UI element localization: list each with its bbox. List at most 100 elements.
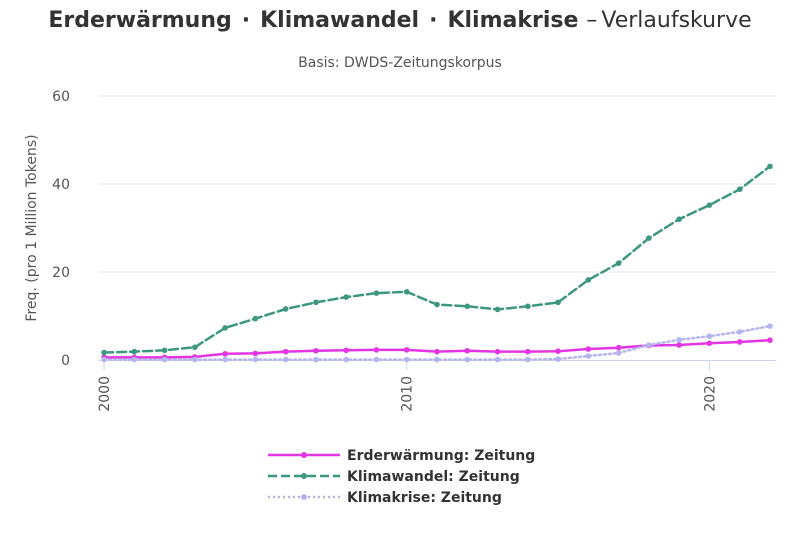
legend-item[interactable]: Klimawandel: Zeitung <box>268 469 520 485</box>
data-point[interactable] <box>313 299 319 306</box>
data-point[interactable] <box>676 342 682 348</box>
data-point[interactable] <box>282 356 289 363</box>
data-point[interactable] <box>252 315 259 322</box>
data-point[interactable] <box>434 356 440 363</box>
data-point[interactable] <box>161 356 168 363</box>
data-point[interactable] <box>525 348 531 355</box>
data-point[interactable] <box>706 202 713 208</box>
data-point[interactable] <box>615 344 622 351</box>
legend-marker <box>301 452 307 458</box>
legend[interactable]: Erderwärmung: Zeitung Klimawandel: Zeitun… <box>268 448 535 506</box>
data-point[interactable] <box>252 350 259 357</box>
data-point[interactable] <box>585 346 592 352</box>
series-line <box>102 338 772 359</box>
data-point[interactable] <box>373 347 380 353</box>
data-point[interactable] <box>192 344 198 351</box>
title-separator-1: · <box>241 8 251 33</box>
data-point[interactable] <box>585 353 592 359</box>
data-point[interactable] <box>676 216 682 222</box>
series-group <box>101 163 773 363</box>
data-point[interactable] <box>192 356 198 363</box>
y-axis-label: Freq. (pro 1 Million Tokens) <box>24 134 40 321</box>
data-point[interactable] <box>555 348 561 355</box>
data-point[interactable] <box>767 163 773 170</box>
chart-title: Erderwärmung · Klimawandel · Klimakrise – Verl… <box>0 8 800 33</box>
legend-item[interactable]: Erderwärmung: Zeitung <box>268 448 535 464</box>
data-point[interactable] <box>313 347 319 354</box>
data-point[interactable] <box>101 349 107 356</box>
title-dash: – <box>586 8 598 33</box>
data-point[interactable] <box>131 356 138 363</box>
data-point[interactable] <box>494 348 501 355</box>
x-tick-label: 2020 <box>702 376 718 412</box>
title-term-1: Erderwärmung <box>48 8 232 33</box>
legend-label: Klimakrise: Zeitung <box>347 490 502 506</box>
legend-label: Klimawandel: Zeitung <box>347 469 520 485</box>
data-point[interactable] <box>403 356 410 363</box>
data-point[interactable] <box>373 290 380 296</box>
data-point[interactable] <box>282 348 289 355</box>
data-point[interactable] <box>736 186 743 193</box>
data-point[interactable] <box>373 356 380 363</box>
data-point[interactable] <box>222 356 228 363</box>
data-point[interactable] <box>555 299 561 306</box>
data-point[interactable] <box>525 356 531 363</box>
data-point[interactable] <box>525 303 531 310</box>
data-point[interactable] <box>494 306 501 313</box>
data-point[interactable] <box>434 301 440 308</box>
x-tick-label: 2000 <box>97 376 113 412</box>
series-line <box>102 165 772 354</box>
data-point[interactable] <box>676 336 682 343</box>
data-point[interactable] <box>736 339 743 345</box>
y-tick-label: 60 <box>52 89 70 105</box>
y-tick-label: 40 <box>52 177 70 193</box>
data-point[interactable] <box>464 347 471 354</box>
title-suffix: Verlaufskurve <box>601 8 752 33</box>
data-point[interactable] <box>615 260 622 267</box>
chart-subtitle: Basis: DWDS-Zeitungskorpus <box>298 55 502 71</box>
x-axis-ticks: 2000 2010 2020 <box>97 360 718 412</box>
y-tick-label: 20 <box>52 265 70 281</box>
data-point[interactable] <box>434 348 440 355</box>
data-point[interactable] <box>343 294 349 300</box>
data-point[interactable] <box>343 356 349 363</box>
data-point[interactable] <box>161 347 168 354</box>
x-tick-label: 2010 <box>400 376 416 412</box>
data-point[interactable] <box>767 323 773 329</box>
title-separator-2: · <box>429 8 438 33</box>
legend-marker <box>301 494 307 500</box>
data-point[interactable] <box>464 356 471 363</box>
y-tick-label: 0 <box>61 353 70 369</box>
data-point[interactable] <box>313 356 319 363</box>
data-point[interactable] <box>706 333 713 340</box>
data-point[interactable] <box>646 342 652 348</box>
legend-item[interactable]: Klimakrise: Zeitung <box>268 490 502 506</box>
data-point[interactable] <box>646 235 652 241</box>
title-term-2: Klimawandel <box>260 8 420 33</box>
series-2 <box>101 163 773 356</box>
data-point[interactable] <box>131 348 138 355</box>
data-point[interactable] <box>282 306 289 312</box>
data-point[interactable] <box>403 347 410 353</box>
data-point[interactable] <box>222 351 228 357</box>
data-point[interactable] <box>585 277 592 283</box>
grid-lines <box>98 95 776 273</box>
data-point[interactable] <box>706 340 713 347</box>
data-point[interactable] <box>252 356 259 363</box>
data-point[interactable] <box>222 325 228 331</box>
series-line <box>102 324 772 361</box>
data-point[interactable] <box>403 289 410 295</box>
data-point[interactable] <box>736 329 743 335</box>
data-point[interactable] <box>767 337 773 344</box>
data-point[interactable] <box>494 356 501 363</box>
data-point[interactable] <box>464 303 471 310</box>
data-point[interactable] <box>343 347 349 354</box>
data-point[interactable] <box>615 350 622 356</box>
legend-marker <box>301 473 307 479</box>
title-term-3: Klimakrise <box>447 8 579 33</box>
y-axis-ticks: 0 20 40 60 <box>52 89 70 369</box>
legend-label: Erderwärmung: Zeitung <box>347 448 535 464</box>
data-point[interactable] <box>101 356 107 363</box>
data-point[interactable] <box>555 356 561 362</box>
